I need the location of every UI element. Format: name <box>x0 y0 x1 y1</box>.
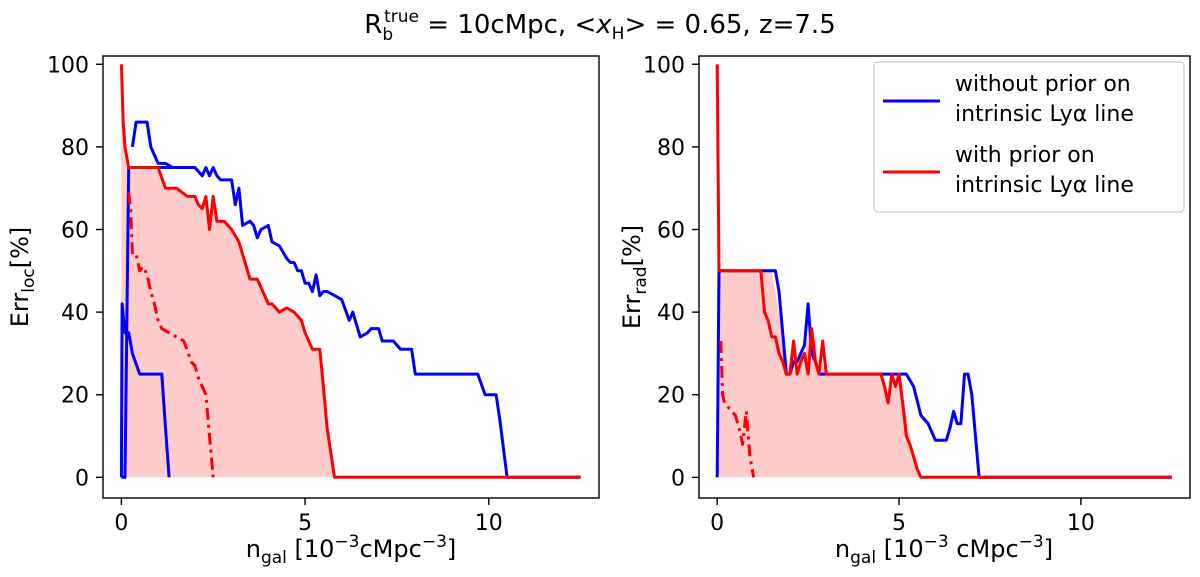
left-y-tick-label: 40 <box>61 301 89 326</box>
right-panel: 0 5 10 0 20 40 60 80 100 ngal [10−3 cMpc−3] Err… <box>618 53 1191 568</box>
right-y-tick-label: 100 <box>643 53 685 78</box>
left-series-group <box>119 64 581 479</box>
right-shaded-band <box>717 64 921 478</box>
right-axes-frame <box>698 55 1191 499</box>
left-series-line-3 <box>119 64 581 479</box>
left-x-tick-label: 0 <box>114 511 128 536</box>
legend: without prior on intrinsic Lyα line with… <box>873 61 1185 213</box>
left-axes-frame <box>102 55 600 499</box>
right-series-line-2 <box>719 340 756 478</box>
left-y-tick-label: 20 <box>61 384 89 409</box>
right-y-ticks: 0 20 40 60 80 100 <box>643 53 699 491</box>
left-series-line-4 <box>127 192 215 478</box>
legend-label-blue-line2: intrinsic Lyα line <box>955 102 1134 127</box>
left-y-ticks: 0 20 40 60 80 100 <box>47 53 103 491</box>
left-y-tick-label: 100 <box>47 53 89 78</box>
left-series-line-2 <box>130 120 174 169</box>
left-y-axis-label: Errloc[%] <box>6 227 39 328</box>
right-x-tick-label: 10 <box>1067 511 1095 536</box>
left-x-axis-label: ngal [10−3cMpc−3] <box>246 532 457 568</box>
right-y-tick-label: 0 <box>671 466 685 491</box>
right-y-tick-label: 40 <box>657 301 685 326</box>
right-y-tick-label: 20 <box>657 384 685 409</box>
legend-box <box>873 61 1185 213</box>
right-y-tick-label: 60 <box>657 218 685 243</box>
right-y-axis-label: Errrad[%] <box>618 225 651 329</box>
right-x-tick-label: 0 <box>710 511 724 536</box>
right-x-axis-label: ngal [10−3 cMpc−3] <box>835 532 1053 568</box>
left-y-tick-label: 80 <box>61 136 89 161</box>
left-panel: 0 5 10 0 20 40 60 80 100 ngal [10−3cMpc−3] Errl… <box>6 53 600 568</box>
right-series-group <box>715 64 1172 479</box>
left-y-tick-label: 60 <box>61 218 89 243</box>
right-y-tick-label: 80 <box>657 136 685 161</box>
legend-label-red-line1: with prior on <box>955 143 1095 168</box>
chart-title: Rbtrue = 10cMpc, <xH> = 0.65, z=7.5 <box>364 7 836 45</box>
left-x-ticks: 0 5 10 <box>114 498 503 536</box>
legend-label-red-line2: intrinsic Lyα line <box>955 173 1134 198</box>
legend-label-blue-line1: without prior on <box>955 72 1131 97</box>
left-y-tick-label: 0 <box>75 466 89 491</box>
right-x-ticks: 0 5 10 <box>710 498 1095 536</box>
left-x-tick-label: 10 <box>475 511 503 536</box>
left-x-tick-label: 5 <box>298 511 312 536</box>
right-series-line-1 <box>715 64 1172 479</box>
left-series-line-0 <box>120 166 581 479</box>
right-x-tick-label: 5 <box>892 511 906 536</box>
right-fill-area <box>717 64 921 478</box>
left-fill-area <box>121 64 335 478</box>
left-series-line-1 <box>119 302 171 478</box>
left-shaded-band <box>121 64 335 478</box>
